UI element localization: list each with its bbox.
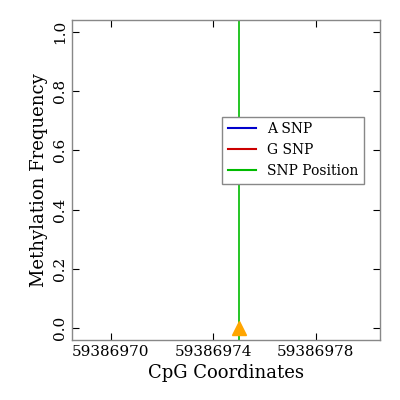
Legend: A SNP, G SNP, SNP Position: A SNP, G SNP, SNP Position — [222, 116, 364, 184]
X-axis label: CpG Coordinates: CpG Coordinates — [148, 364, 304, 382]
Y-axis label: Methylation Frequency: Methylation Frequency — [30, 73, 48, 287]
